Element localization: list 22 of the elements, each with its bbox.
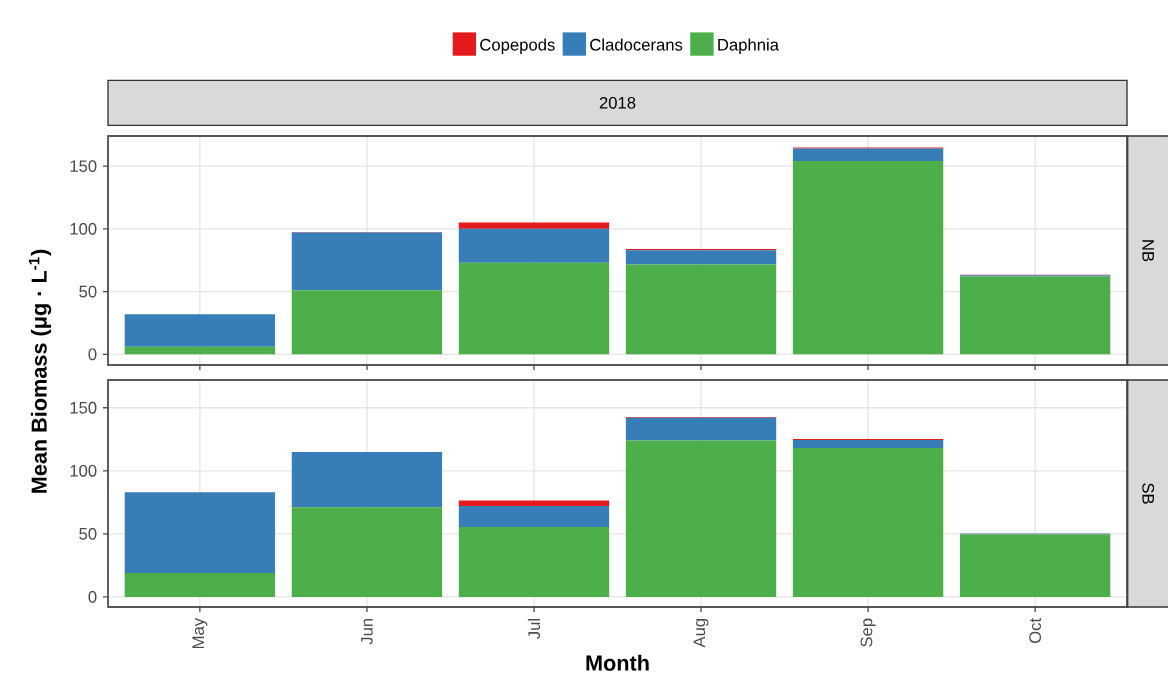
x-tick-label: May xyxy=(192,617,208,649)
y-tick-label: 150 xyxy=(70,401,97,414)
y-tick-label: 150 xyxy=(70,160,97,173)
x-tick-label: Aug xyxy=(693,618,709,648)
y-tick-label: 50 xyxy=(79,285,97,298)
y-tick-label: 100 xyxy=(70,222,97,235)
text: NB xyxy=(1142,240,1154,262)
y-axis-title: Mean Biomass (μg · L$^{-1}$) xyxy=(28,249,52,493)
x-axis-title: Month xyxy=(586,654,649,671)
y-tick-label: 0 xyxy=(88,591,97,603)
x-tick-label: Jun xyxy=(361,618,373,645)
text: SB xyxy=(1142,483,1155,504)
y-tick-label: 100 xyxy=(70,464,97,477)
x-tick-label: Sep xyxy=(860,618,876,647)
y-tick-label: 0 xyxy=(88,348,97,361)
chart-title: 2018 xyxy=(599,96,636,109)
legend-label: Daphnia xyxy=(718,38,779,54)
x-tick-label: Jul xyxy=(527,619,541,639)
legend-label: Copepods xyxy=(480,38,555,54)
y-tick-label: 50 xyxy=(79,527,97,540)
x-tick-label: Oct xyxy=(1029,618,1042,644)
legend-label: Cladocerans xyxy=(590,38,683,51)
